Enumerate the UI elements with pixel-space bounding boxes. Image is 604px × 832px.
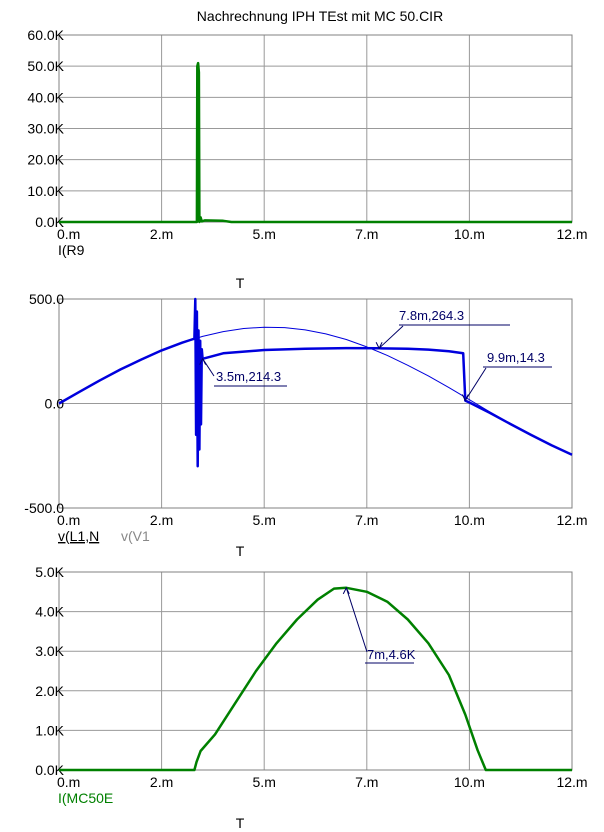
legend-entry: I(MC50E — [58, 790, 113, 806]
annotation-label: 7.8m,264.3 — [399, 308, 464, 323]
x-tick-label: 7.m — [355, 774, 378, 790]
x-axis-title: T — [236, 543, 245, 559]
annotation-pointer — [378, 325, 404, 349]
y-tick-label: 10.0K — [27, 183, 64, 199]
y-tick-label: 0.0 — [45, 396, 65, 412]
x-tick-label: 0.m — [57, 512, 80, 528]
x-tick-label: 2.m — [150, 226, 173, 242]
x-tick-label: 10.m — [454, 774, 485, 790]
y-tick-label: 0.0K — [35, 214, 64, 230]
x-tick-label: 0.m — [57, 226, 80, 242]
y-tick-label: 30.0K — [27, 121, 64, 137]
legend-entry: v(L1,N — [58, 528, 99, 544]
x-tick-label: 12.m — [556, 512, 587, 528]
x-tick-label: 2.m — [150, 512, 173, 528]
y-tick-label: 5.0K — [35, 564, 64, 580]
legend-entry: I(R9 — [58, 242, 85, 258]
x-tick-label: 2.m — [150, 774, 173, 790]
annotation-arrowhead — [375, 342, 383, 350]
x-tick-label: 0.m — [57, 774, 80, 790]
x-tick-label: 10.m — [454, 512, 485, 528]
x-axis-title: T — [236, 275, 245, 291]
annotation-pointer — [345, 587, 368, 653]
legend-entry: v(V1 — [121, 528, 150, 544]
series-line — [58, 326, 573, 455]
y-tick-label: 60.0K — [27, 27, 64, 43]
y-tick-label: -500.0 — [24, 500, 64, 516]
y-tick-label: 0.0K — [35, 762, 64, 778]
x-axis-title: T — [236, 815, 245, 831]
x-tick-label: 12.m — [556, 226, 587, 242]
plot-frame — [58, 571, 573, 771]
annotation-label: 9.9m,14.3 — [487, 350, 545, 365]
series-line — [59, 586, 572, 772]
x-tick-label: 5.m — [253, 512, 276, 528]
annotation-label: 7m,4.6K — [367, 647, 416, 662]
y-tick-label: 50.0K — [27, 58, 64, 74]
x-tick-label: 5.m — [253, 774, 276, 790]
y-tick-label: 2.0K — [35, 683, 64, 699]
annotation-arrowhead — [342, 586, 350, 595]
x-tick-label: 7.m — [355, 512, 378, 528]
series-line — [59, 61, 572, 224]
x-tick-label: 5.m — [253, 226, 276, 242]
x-tick-label: 12.m — [556, 774, 587, 790]
y-tick-label: 40.0K — [27, 89, 64, 105]
chart-title: Nachrechnung IPH TEst mit MC 50.CIR — [197, 8, 443, 24]
x-tick-label: 10.m — [454, 226, 485, 242]
x-tick-label: 7.m — [355, 226, 378, 242]
y-tick-label: 500.0 — [29, 291, 64, 307]
y-tick-label: 3.0K — [35, 643, 64, 659]
y-tick-label: 4.0K — [35, 604, 64, 620]
y-tick-label: 1.0K — [35, 722, 64, 738]
series-line — [58, 297, 573, 468]
annotation-arrowhead — [199, 357, 207, 365]
annotation-label: 3.5m,214.3 — [216, 369, 281, 384]
annotation-arrowhead — [461, 394, 469, 402]
annotation-pointer — [464, 367, 487, 401]
y-tick-label: 20.0K — [27, 152, 64, 168]
